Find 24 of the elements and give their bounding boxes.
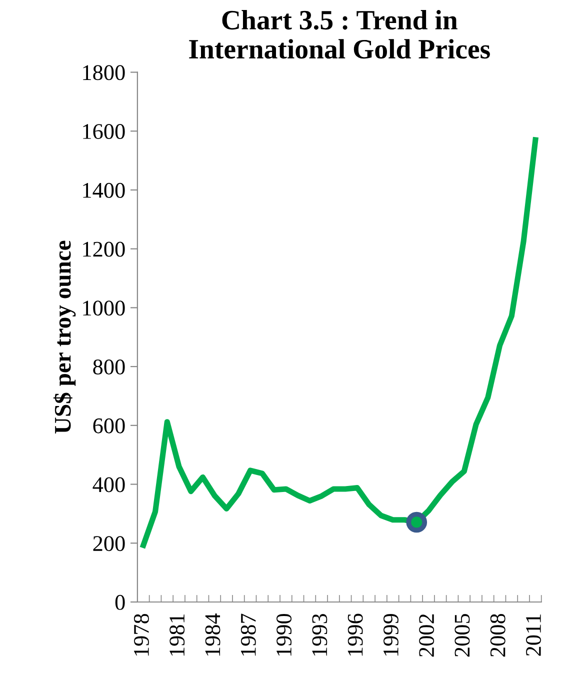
y-tick-label: 1600	[83, 124, 125, 140]
y-tick-label: 400	[92, 477, 125, 492]
x-tick-label: 1999	[383, 614, 398, 656]
x-tick-label: 1996	[348, 614, 363, 656]
x-tick-label: 1978	[134, 614, 149, 656]
x-tick-label: 1984	[205, 613, 220, 656]
y-tick-label: 1000	[83, 300, 125, 316]
y-tick-label: 200	[93, 536, 125, 552]
y-axis-title: US$ per troy ounce	[53, 240, 76, 434]
y-tick-label: 1800	[83, 65, 125, 80]
x-tick-label: 1987	[240, 614, 256, 656]
x-tick-label: 2008	[490, 614, 506, 657]
chart-title: Chart 3.5 : Trend in International Gold Prices	[189, 10, 490, 59]
y-tick-label: 600	[93, 418, 125, 434]
x-tick-label: 1990	[276, 614, 292, 656]
y-tick-label: 0	[115, 594, 125, 610]
x-tick-label: 1981	[170, 614, 185, 656]
y-tick-label: 800	[93, 359, 125, 374]
x-tick-label: 2011	[526, 614, 541, 656]
y-tick-label: 1200	[83, 242, 125, 257]
x-tick-label: 2005	[454, 614, 470, 657]
x-tick-label: 1993	[312, 614, 328, 656]
y-tick-label: 1400	[83, 182, 125, 198]
x-tick-label: 2002	[419, 614, 434, 657]
